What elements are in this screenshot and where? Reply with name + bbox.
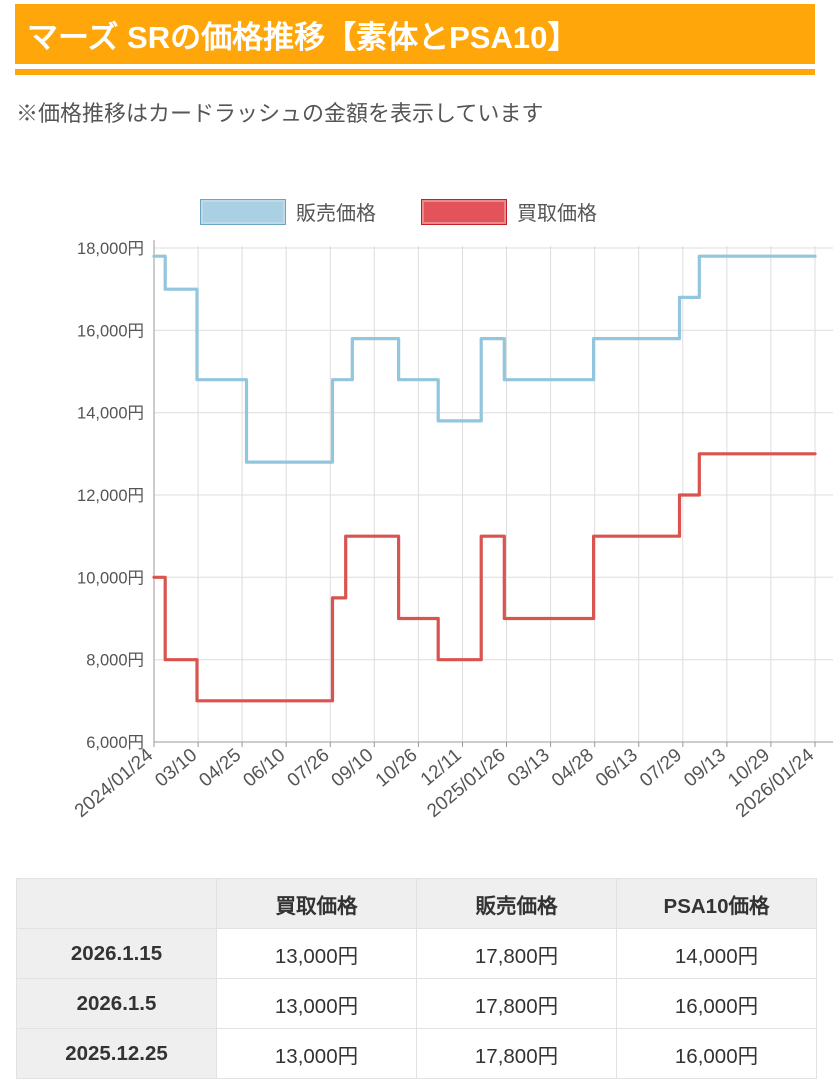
svg-text:09/10: 09/10: [328, 745, 378, 792]
svg-text:10/26: 10/26: [372, 745, 422, 792]
svg-text:8,000円: 8,000円: [86, 652, 144, 670]
svg-text:07/29: 07/29: [636, 745, 686, 792]
svg-text:09/13: 09/13: [680, 745, 730, 792]
svg-text:12,000円: 12,000円: [77, 487, 144, 505]
svg-text:10,000円: 10,000円: [77, 569, 144, 587]
svg-text:04/28: 04/28: [548, 745, 598, 792]
svg-text:14,000円: 14,000円: [77, 405, 144, 423]
svg-text:2024/01/24: 2024/01/24: [71, 744, 158, 821]
svg-text:04/25: 04/25: [195, 745, 245, 792]
svg-text:03/10: 03/10: [151, 745, 201, 792]
svg-text:07/26: 07/26: [284, 745, 334, 792]
svg-text:6,000円: 6,000円: [86, 734, 144, 752]
svg-text:03/13: 03/13: [504, 745, 554, 792]
svg-text:06/13: 06/13: [592, 745, 642, 792]
svg-text:06/10: 06/10: [239, 745, 289, 792]
svg-text:16,000円: 16,000円: [77, 322, 144, 340]
svg-text:18,000円: 18,000円: [77, 240, 144, 258]
